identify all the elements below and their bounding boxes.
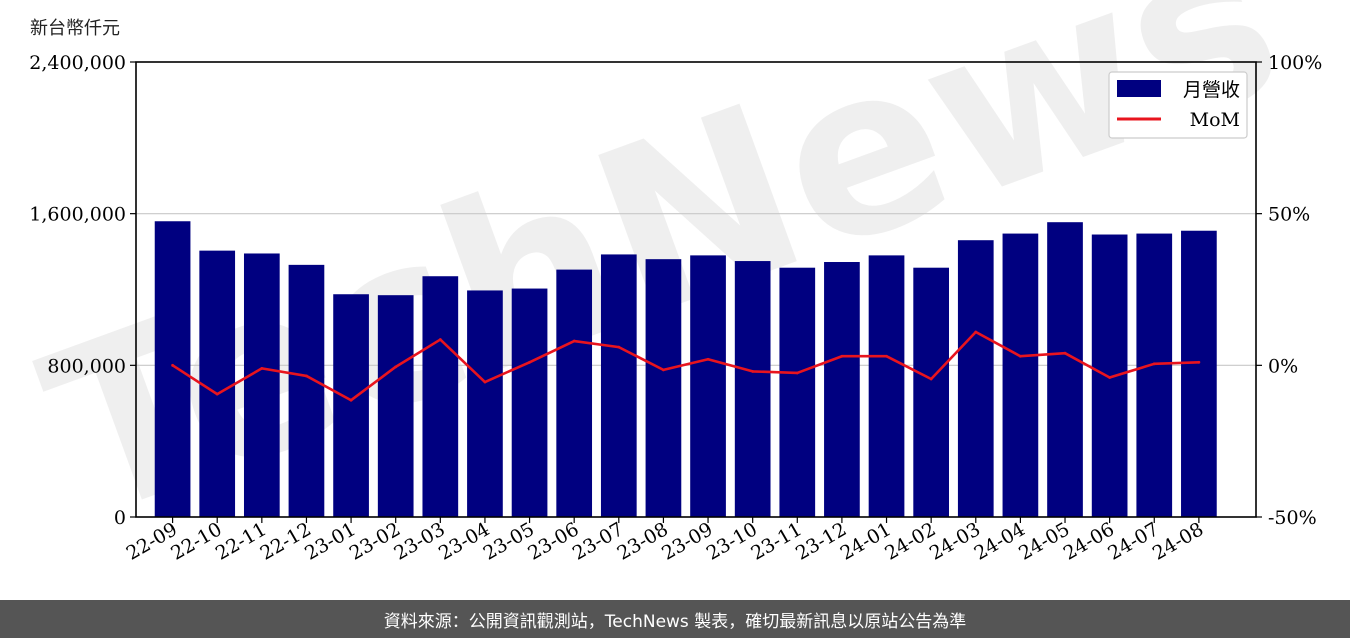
x-tick-label: 23-05 [480,518,538,564]
x-tick-label: 23-07 [569,518,627,564]
mom-point [929,377,933,381]
mom-point [572,339,576,343]
revenue-bar [1002,233,1039,517]
mom-point [1018,354,1022,358]
left-tick-label: 1,600,000 [29,204,126,226]
mom-point [438,338,442,341]
mom-point [974,330,978,334]
revenue-bar [645,259,682,517]
chart-area: TechNews 0800,0001,600,0002,400,000-50%0… [16,0,1322,571]
source-footer-text: 資料來源：公開資訊觀測站，TechNews 製表，確切最新訊息以原站公告為準 [383,611,967,632]
left-tick-label: 0 [114,507,126,529]
chart-legend: 月營收 MoM [1108,71,1248,139]
x-tick-label: 24-07 [1104,518,1162,564]
revenue-bar [377,295,414,517]
x-tick-label: 23-02 [346,518,404,564]
mom-point [1152,362,1156,366]
legend-label-revenue: 月營收 [1183,79,1240,101]
x-tick-label: 24-05 [1015,518,1073,564]
revenue-bar [243,253,280,517]
y-axis-unit-label: 新台幣仟元 [30,18,120,39]
x-tick-label: 23-03 [390,518,448,564]
legend-swatch-bar [1117,80,1161,97]
right-tick-label: 0% [1268,355,1298,377]
mom-point [1197,360,1201,364]
plot-frame [135,61,1257,518]
x-tick-label: 23-09 [658,518,716,564]
revenue-bar [511,288,548,517]
revenue-bar [779,267,816,517]
mom-point [1108,376,1112,379]
revenue-bar [1136,233,1173,517]
revenue-bar [957,240,994,518]
revenue-bar [600,254,637,518]
revenue-bar [1181,230,1217,517]
revenue-bar [868,255,905,517]
revenue-bar [199,250,236,517]
revenue-bar [734,261,771,517]
revenue-bar [913,267,950,517]
right-tick-label: 100% [1268,52,1322,74]
x-tick-label: 23-12 [792,518,850,564]
revenue-bar [824,262,860,517]
mom-point [706,357,710,361]
revenue-bar [1091,234,1128,518]
revenue-bar [1047,222,1083,517]
revenue-bar [333,294,369,517]
mom-point [394,365,398,369]
x-tick-label: 24-01 [837,518,895,564]
x-tick-label: 23-04 [435,518,493,564]
bar-series [154,221,1217,518]
revenue-bar [288,264,325,517]
x-tick-label: 24-04 [970,518,1028,564]
mom-point [617,345,621,349]
mom-point [260,366,264,370]
right-tick-label: -50% [1268,507,1317,529]
mom-point [215,392,219,396]
legend-label-mom: MoM [1190,109,1240,131]
mom-point [528,360,531,364]
revenue-bar [690,255,726,517]
mom-line [171,330,1199,402]
x-tick-label: 24-03 [926,518,984,564]
revenue-bar [556,269,593,517]
x-tick-label: 24-08 [1149,518,1207,564]
x-tick-label: 24-02 [881,518,939,564]
x-tick-label: 23-11 [747,518,805,564]
mom-point [662,368,665,372]
x-tick-label: 23-06 [524,518,582,564]
mom-point [751,370,755,373]
x-tick-label: 23-08 [613,518,671,564]
x-tick-label: 23-01 [301,518,359,564]
x-tick-label: 23-10 [703,518,761,564]
x-tick-label: 22-12 [257,518,315,564]
mom-point [171,363,174,367]
source-footer: 資料來源：公開資訊觀測站，TechNews 製表，確切最新訊息以原站公告為準 [0,600,1350,638]
revenue-bar [467,290,503,517]
mom-point [483,380,487,384]
revenue-bar [422,276,459,517]
x-tick-label: 24-06 [1060,518,1118,564]
mom-point [795,371,799,375]
left-tick-label: 800,000 [47,355,126,377]
mom-point [840,354,844,358]
mom-point [1063,351,1067,355]
left-tick-label: 2,400,000 [29,52,126,74]
mom-line-series [171,330,1201,402]
right-tick-label: 50% [1268,204,1310,226]
revenue-bar [154,221,191,517]
mom-point [349,398,353,402]
mom-point [305,374,308,378]
mom-point [885,354,888,358]
